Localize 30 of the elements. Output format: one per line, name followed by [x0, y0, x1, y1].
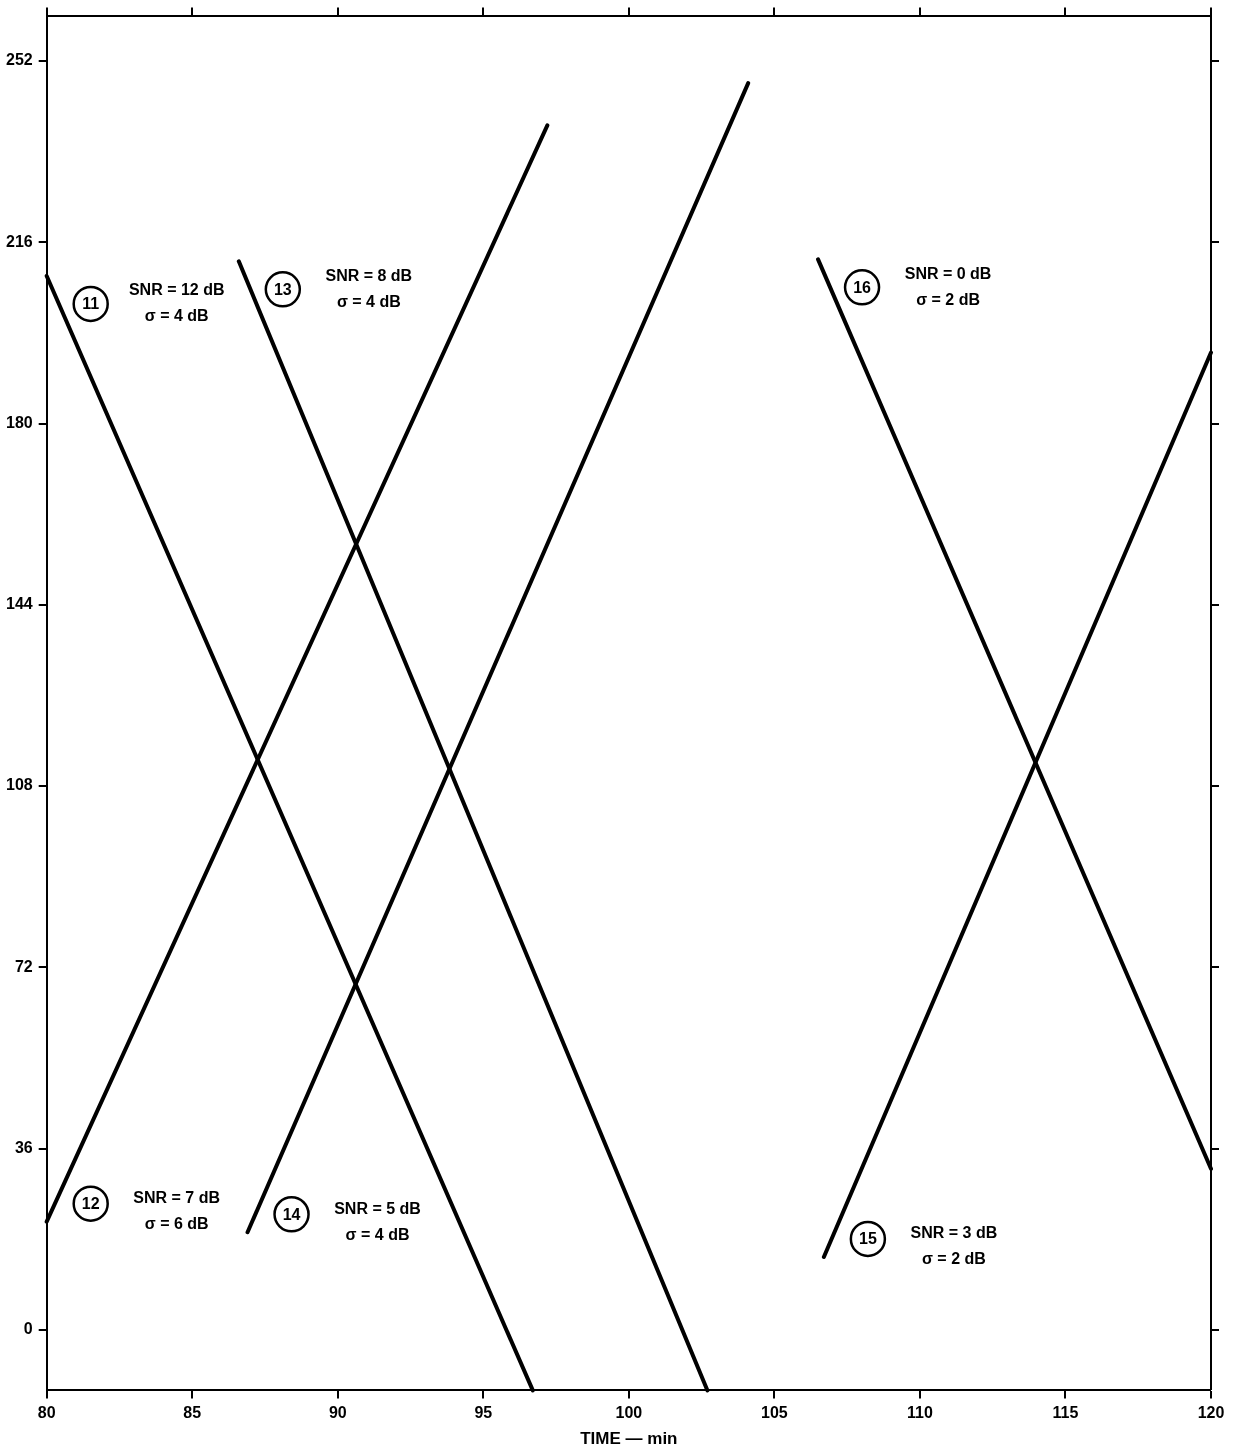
annotation: SNR = 0 dB σ = 2 dB: [904, 264, 992, 308]
series-label: 15: [858, 1230, 877, 1248]
y-tick-label: 216: [5, 232, 33, 250]
annotation: SNR = 8 dB σ = 4 dB: [325, 266, 413, 310]
y-tick-label: 252: [5, 51, 33, 69]
y-tick-label: 144: [5, 595, 33, 613]
series-label: 16: [853, 278, 872, 296]
x-tick-label: 100: [615, 1404, 643, 1422]
x-tick-label: 95: [474, 1404, 493, 1422]
x-tick-label: 105: [761, 1404, 788, 1422]
y-tick-label: 72: [14, 957, 33, 975]
annotation: SNR = 5 dB σ = 4 dB: [334, 1199, 421, 1243]
y-tick-label: 0: [23, 1320, 33, 1338]
x-axis-title: TIME — min: [580, 1429, 678, 1449]
annotation: SNR = 7 dB σ = 6 dB: [133, 1189, 221, 1233]
x-tick-label: 110: [907, 1404, 933, 1422]
annotation: SNR = 3 dB σ = 2 dB: [910, 1224, 998, 1268]
series-label: 13: [273, 280, 292, 298]
x-tick-label: 115: [1052, 1404, 1079, 1422]
x-tick-label: 85: [183, 1404, 202, 1422]
series-label: 14: [282, 1205, 301, 1223]
x-tick-label: 120: [1197, 1404, 1225, 1422]
y-tick-label: 180: [5, 413, 33, 431]
series-label: 11: [82, 295, 100, 313]
y-tick-label: 108: [5, 776, 33, 794]
x-tick-label: 90: [328, 1404, 347, 1422]
y-tick-label: 36: [14, 1139, 33, 1157]
series-label: 12: [81, 1195, 100, 1213]
annotation: SNR = 12 dB σ = 4 dB: [128, 281, 225, 325]
x-tick-label: 80: [37, 1404, 56, 1422]
